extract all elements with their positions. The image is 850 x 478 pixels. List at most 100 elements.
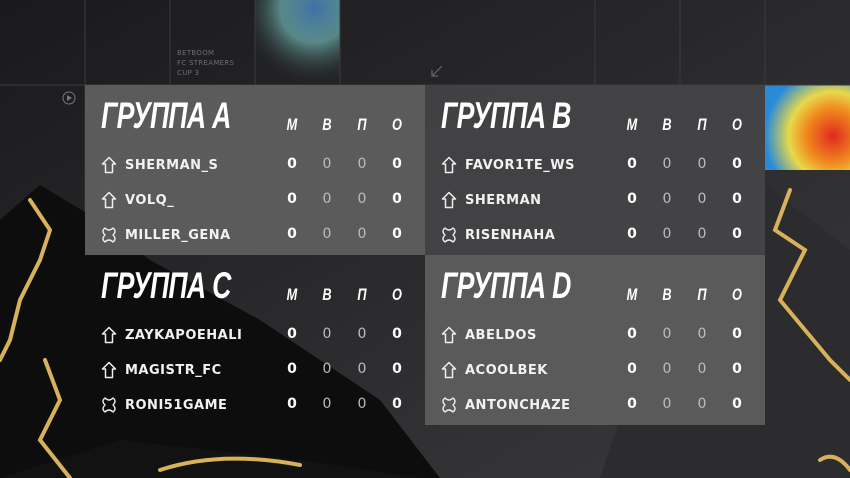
stat-value: 0 bbox=[322, 326, 332, 342]
column-header: В bbox=[322, 285, 332, 304]
column-header: О bbox=[732, 285, 742, 304]
player-row: SHERMAN_S 0 0 0 0 bbox=[101, 155, 411, 175]
group-panel-d: ГРУППА D М В П О ABELDOS 0 0 0 0 ACOOLBEK 0 0 0 0 ANTON… bbox=[425, 255, 765, 425]
stat-value: 0 bbox=[287, 396, 297, 412]
stat-value: 0 bbox=[392, 226, 402, 242]
stat-value: 0 bbox=[322, 396, 332, 412]
stat-value: 0 bbox=[287, 191, 297, 207]
player-name: FAVOR1TE_WS bbox=[465, 157, 575, 173]
stat-value: 0 bbox=[732, 396, 742, 412]
column-header: В bbox=[662, 115, 672, 134]
stat-value: 0 bbox=[357, 396, 367, 412]
stat-value: 0 bbox=[662, 226, 672, 242]
stat-value: 0 bbox=[662, 191, 672, 207]
stat-value: 0 bbox=[392, 396, 402, 412]
stat-value: 0 bbox=[392, 326, 402, 342]
column-header: М bbox=[626, 115, 638, 134]
group-title: ГРУППА A bbox=[101, 95, 231, 136]
player-name: ABELDOS bbox=[465, 327, 537, 343]
stat-value: 0 bbox=[357, 361, 367, 377]
player-name: SHERMAN bbox=[465, 192, 542, 208]
stat-value: 0 bbox=[662, 396, 672, 412]
home-up-icon bbox=[441, 156, 457, 174]
column-header: О bbox=[392, 285, 402, 304]
group-title: ГРУППА C bbox=[101, 265, 231, 306]
group-title: ГРУППА D bbox=[441, 265, 571, 306]
stat-value: 0 bbox=[392, 361, 402, 377]
stat-value: 0 bbox=[697, 326, 707, 342]
stat-value: 0 bbox=[627, 156, 637, 172]
brand-line: FC STREAMERS bbox=[177, 59, 235, 67]
column-header: М bbox=[286, 115, 298, 134]
cross-icon bbox=[441, 396, 457, 414]
stat-value: 0 bbox=[322, 361, 332, 377]
player-name: MAGISTR_FC bbox=[125, 362, 222, 378]
stat-value: 0 bbox=[662, 361, 672, 377]
stat-value: 0 bbox=[322, 226, 332, 242]
column-header: М bbox=[286, 285, 298, 304]
stat-value: 0 bbox=[287, 226, 297, 242]
stat-value: 0 bbox=[732, 361, 742, 377]
column-header: О bbox=[732, 115, 742, 134]
stat-value: 0 bbox=[732, 191, 742, 207]
stat-value: 0 bbox=[392, 156, 402, 172]
column-header: В bbox=[662, 285, 672, 304]
stat-value: 0 bbox=[627, 191, 637, 207]
stat-value: 0 bbox=[697, 361, 707, 377]
player-row: ZAYKAPOEHALI 0 0 0 0 bbox=[101, 325, 411, 345]
brand-line: CUP 3 bbox=[177, 69, 200, 77]
home-up-icon bbox=[101, 191, 117, 209]
stat-value: 0 bbox=[322, 191, 332, 207]
stat-value: 0 bbox=[732, 226, 742, 242]
home-up-icon bbox=[441, 191, 457, 209]
stat-value: 0 bbox=[357, 226, 367, 242]
home-up-icon bbox=[101, 361, 117, 379]
stat-value: 0 bbox=[697, 191, 707, 207]
home-up-icon bbox=[101, 156, 117, 174]
column-header: П bbox=[697, 115, 707, 134]
home-up-icon bbox=[441, 361, 457, 379]
player-row: RISENHAHA 0 0 0 0 bbox=[441, 225, 751, 245]
player-name: MILLER_GENA bbox=[125, 227, 231, 243]
player-row: MAGISTR_FC 0 0 0 0 bbox=[101, 360, 411, 380]
stat-value: 0 bbox=[287, 156, 297, 172]
cross-icon bbox=[101, 226, 117, 244]
player-row: VOLQ_ 0 0 0 0 bbox=[101, 190, 411, 210]
stat-value: 0 bbox=[697, 226, 707, 242]
column-header: П bbox=[697, 285, 707, 304]
stat-value: 0 bbox=[357, 326, 367, 342]
brand-line: BETBOOM bbox=[177, 49, 215, 57]
stat-value: 0 bbox=[732, 326, 742, 342]
stat-value: 0 bbox=[357, 191, 367, 207]
stat-value: 0 bbox=[322, 156, 332, 172]
group-title: ГРУППА B bbox=[441, 95, 571, 136]
column-header: П bbox=[357, 285, 367, 304]
event-brand: BETBOOM FC STREAMERS CUP 3 bbox=[177, 48, 234, 78]
stat-value: 0 bbox=[392, 191, 402, 207]
player-name: RISENHAHA bbox=[465, 227, 556, 243]
column-header: П bbox=[357, 115, 367, 134]
stat-value: 0 bbox=[627, 361, 637, 377]
column-header: О bbox=[392, 115, 402, 134]
stat-value: 0 bbox=[697, 156, 707, 172]
player-name: ANTONCHAZE bbox=[465, 397, 571, 413]
stat-value: 0 bbox=[627, 226, 637, 242]
home-up-icon bbox=[101, 326, 117, 344]
stat-value: 0 bbox=[287, 326, 297, 342]
player-row: RONI51GAME 0 0 0 0 bbox=[101, 395, 411, 415]
column-header: В bbox=[322, 115, 332, 134]
column-header: М bbox=[626, 285, 638, 304]
group-panel-b: ГРУППА B М В П О FAVOR1TE_WS 0 0 0 0 SHERMAN 0 0 0 0 RI… bbox=[425, 85, 765, 255]
stat-value: 0 bbox=[627, 326, 637, 342]
group-panel-c: ГРУППА C М В П О ZAYKAPOEHALI 0 0 0 0 MAGISTR_FC 0 0… bbox=[85, 255, 425, 425]
player-row: ACOOLBEK 0 0 0 0 bbox=[441, 360, 751, 380]
stat-value: 0 bbox=[287, 361, 297, 377]
cross-icon bbox=[441, 226, 457, 244]
player-row: ABELDOS 0 0 0 0 bbox=[441, 325, 751, 345]
player-row: FAVOR1TE_WS 0 0 0 0 bbox=[441, 155, 751, 175]
player-row: SHERMAN 0 0 0 0 bbox=[441, 190, 751, 210]
cross-icon bbox=[101, 396, 117, 414]
group-panel-a: ГРУППА A М В П О SHERMAN_S 0 0 0 0 VOLQ_ 0 0 0 0 MILLER… bbox=[85, 85, 425, 255]
player-row: MILLER_GENA 0 0 0 0 bbox=[101, 225, 411, 245]
player-name: VOLQ_ bbox=[125, 192, 175, 208]
